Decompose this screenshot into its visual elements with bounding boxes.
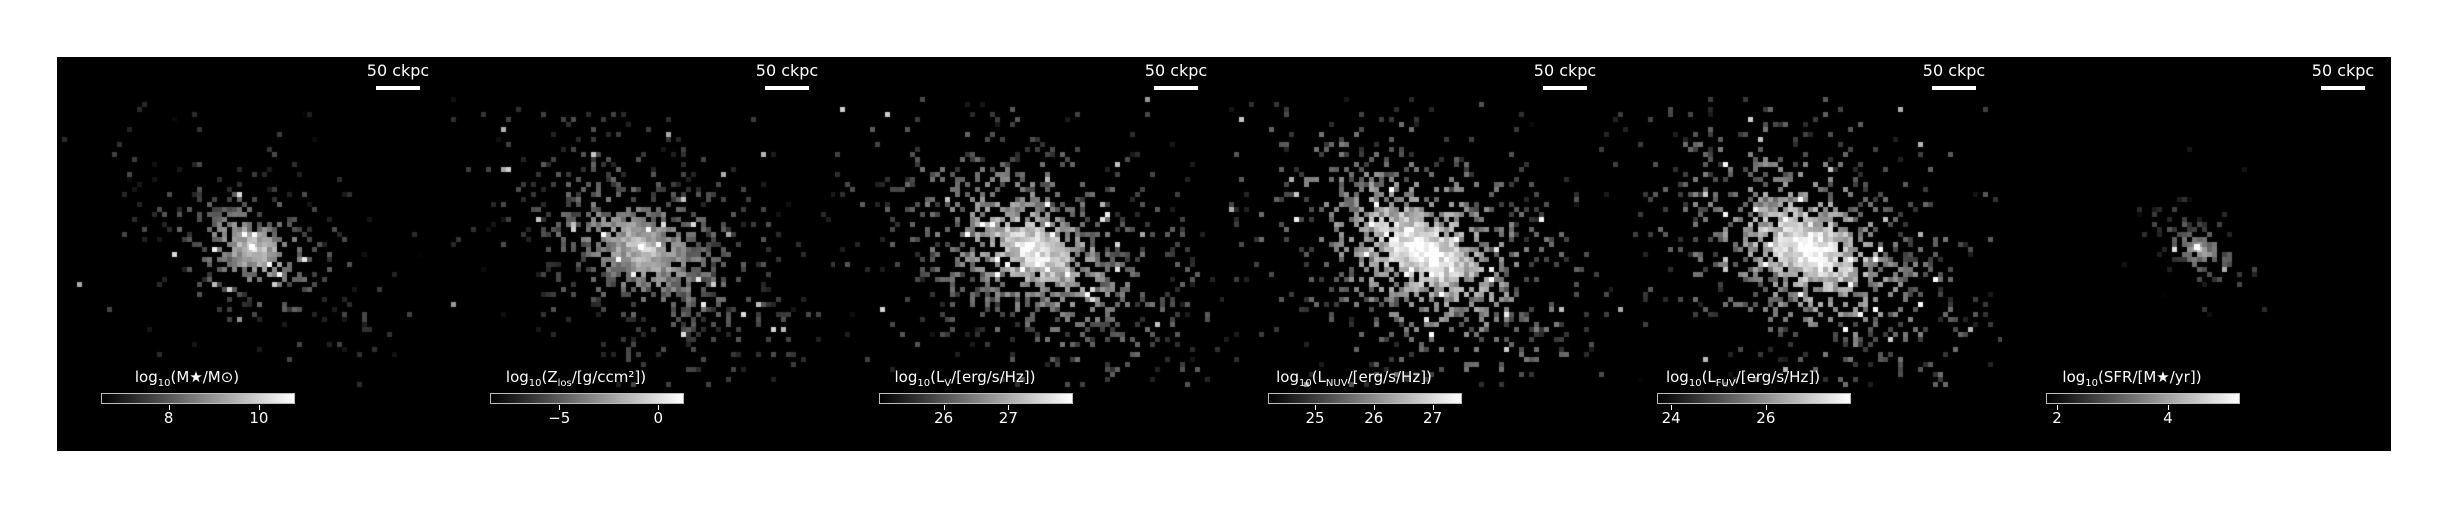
panel-fuv: 50 ckpc log10(LFUV/[erg/s/Hz]) 24 26 (1613, 57, 2002, 451)
colorbar (879, 393, 1073, 404)
colorbar-tick-label: 24 (1661, 409, 1681, 427)
colorbar-label: log10(LNUV/[erg/s/Hz]) (1254, 368, 1454, 393)
colorbar-label-base: 10 (528, 378, 542, 389)
scale-bar-label: 50 ckpc (1144, 61, 1208, 80)
colorbar-label: log10(M★/M⊙) (87, 368, 287, 393)
colorbar-label-prefix: log (134, 368, 158, 386)
colorbar-label-text: (L (1311, 368, 1326, 386)
colorbar-tick-label: 26 (934, 409, 954, 427)
colorbar-tick (943, 405, 945, 410)
colorbar-label-text: (Z (541, 368, 558, 386)
colorbar-tick (1373, 405, 1375, 410)
colorbar-tick-label: 26 (1364, 409, 1384, 427)
colorbar (1657, 393, 1851, 404)
colorbar (1268, 393, 1462, 404)
colorbar-label-subscript: V (944, 378, 952, 389)
colorbar-tick-label: 4 (2163, 409, 2173, 427)
scale-bar (1543, 86, 1587, 90)
colorbar-tick-label: 27 (998, 409, 1018, 427)
colorbar-label: log10(Zlos/[g/ccm²]) (476, 368, 676, 393)
colorbar (2046, 393, 2240, 404)
colorbar-label-text: (SFR/[M★/yr]) (2098, 368, 2202, 386)
colorbar-label-suffix: /[erg/s/Hz]) (951, 368, 1036, 386)
galaxy-image-metallicity (446, 57, 835, 451)
galaxy-image-sfr (2002, 57, 2391, 451)
scale-bar-label: 50 ckpc (366, 61, 430, 80)
scale-bar (2321, 86, 2365, 90)
colorbar-label-prefix: log (1276, 368, 1299, 386)
colorbar (101, 393, 295, 404)
colorbar-label: log10(SFR/[M★/yr]) (2032, 368, 2232, 393)
colorbar-tick-label: 10 (249, 409, 269, 427)
scale-bar-label: 50 ckpc (1922, 61, 1986, 80)
scale-bar (1154, 86, 1198, 90)
panel-metallicity: 50 ckpc log10(Zlos/[g/ccm²]) −5 0 (446, 57, 835, 451)
colorbar-tick-label: −5 (548, 409, 571, 427)
scale-bar (765, 86, 809, 90)
colorbar-label-base: 10 (1688, 378, 1702, 389)
scale-bar-label: 50 ckpc (755, 61, 819, 80)
colorbar-label-subscript: los (557, 378, 572, 389)
colorbar-label-prefix: log (894, 368, 918, 386)
colorbar-tick (1008, 405, 1010, 410)
colorbar-label-suffix: /[erg/s/Hz]) (1347, 368, 1432, 386)
colorbar-label-prefix: log (2062, 368, 2086, 386)
panel-sfr: 50 ckpc log10(SFR/[M★/yr]) 2 4 (2002, 57, 2391, 451)
colorbar-tick (1315, 405, 1317, 410)
colorbar-label-base: 10 (917, 378, 931, 389)
panel-mass: 50 ckpc log10(M★/M⊙) 8 10 (57, 57, 446, 451)
colorbar-tick-label: 25 (1305, 409, 1325, 427)
scale-bar-label: 50 ckpc (1533, 61, 1597, 80)
galaxy-image-nuv (1224, 57, 1613, 451)
colorbar-tick (559, 405, 561, 410)
scale-bar-label: 50 ckpc (2311, 61, 2375, 80)
scale-bar (1932, 86, 1976, 90)
colorbar-tick-label: 27 (1423, 409, 1443, 427)
colorbar-tick (658, 405, 660, 410)
colorbar-label-suffix: /[g/ccm²]) (571, 368, 647, 386)
scale-bar (376, 86, 420, 90)
colorbar-tick-label: 8 (163, 409, 174, 427)
colorbar-tick (2167, 405, 2169, 410)
colorbar-tick (1432, 405, 1434, 410)
colorbar-tick (168, 405, 170, 410)
colorbar-label-subscript: FUV (1715, 378, 1736, 389)
colorbar-label-base: 10 (1298, 378, 1312, 389)
colorbar-label-prefix: log (505, 368, 529, 386)
colorbar-label-base: 10 (157, 378, 171, 389)
colorbar-label: log10(LFUV/[erg/s/Hz]) (1643, 368, 1843, 393)
colorbar-label-subscript: NUV (1325, 378, 1348, 389)
colorbar-tick-label: 26 (1756, 409, 1776, 427)
colorbar-tick (258, 405, 260, 410)
galaxy-image-v-band (835, 57, 1224, 451)
colorbar-tick (2057, 405, 2059, 410)
colorbar-tick-label: 2 (2052, 409, 2062, 427)
colorbar-tick-label: 0 (653, 409, 664, 427)
colorbar-label-text: (M★/M⊙) (170, 368, 240, 386)
colorbar-label: log10(LV/[erg/s/Hz]) (865, 368, 1065, 393)
galaxy-image-fuv (1613, 57, 2002, 451)
colorbar-label-text: (L (930, 368, 945, 386)
galaxy-map-figure: 50 ckpc log10(M★/M⊙) 8 10 50 ckpc log10(Zlos/… (57, 57, 2391, 451)
colorbar-tick (1765, 405, 1767, 410)
colorbar-label-base: 10 (2085, 378, 2099, 389)
panel-v-band: 50 ckpc log10(LV/[erg/s/Hz]) 26 27 (835, 57, 1224, 451)
colorbar (490, 393, 684, 404)
galaxy-image-mass (57, 57, 446, 451)
colorbar-label-suffix: /[erg/s/Hz]) (1735, 368, 1821, 386)
colorbar-tick (1671, 405, 1673, 410)
colorbar-label-prefix: log (1665, 368, 1689, 386)
panel-nuv: 50 ckpc log10(LNUV/[erg/s/Hz]) 25 26 27 (1224, 57, 1613, 451)
colorbar-label-text: (L (1701, 368, 1716, 386)
